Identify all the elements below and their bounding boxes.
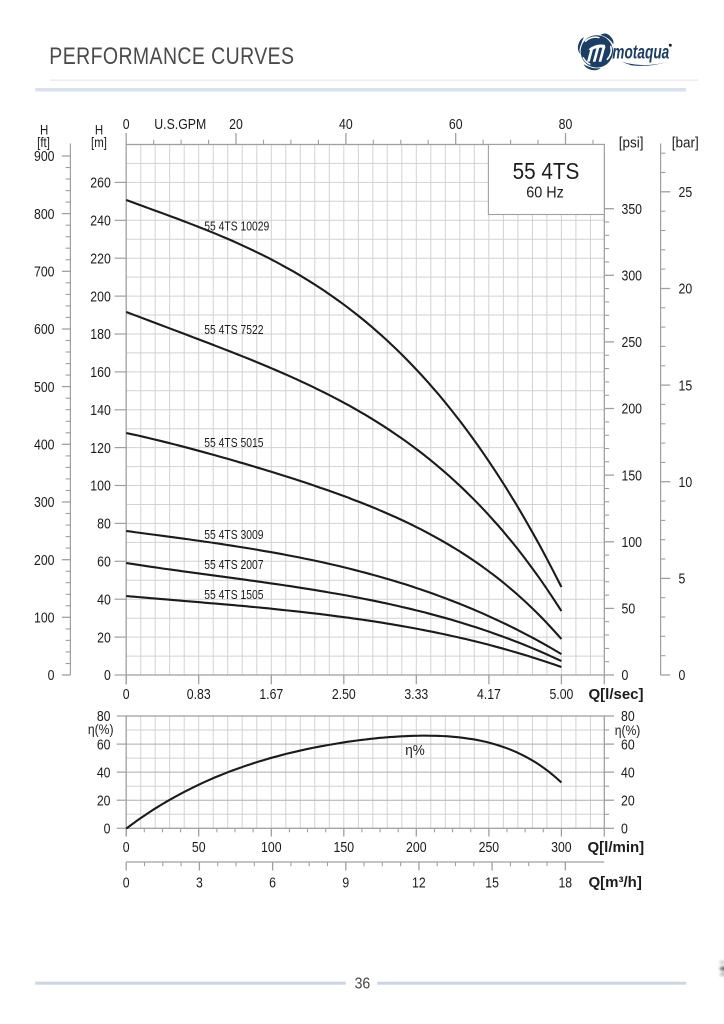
svg-text:20: 20 bbox=[229, 116, 243, 132]
svg-text:18: 18 bbox=[558, 874, 572, 890]
svg-text:150: 150 bbox=[334, 839, 355, 855]
svg-text:600: 600 bbox=[34, 321, 55, 337]
svg-text:400: 400 bbox=[34, 436, 55, 452]
svg-text:0: 0 bbox=[123, 874, 130, 890]
svg-text:200: 200 bbox=[406, 839, 427, 855]
svg-text:25: 25 bbox=[679, 184, 693, 200]
svg-text:3.33: 3.33 bbox=[404, 686, 428, 702]
svg-text:0: 0 bbox=[123, 686, 130, 702]
svg-text:motaqua: motaqua bbox=[612, 41, 669, 63]
svg-text:η%: η% bbox=[405, 742, 425, 759]
svg-text:[m]: [m] bbox=[91, 134, 107, 150]
svg-text:20: 20 bbox=[679, 281, 693, 297]
svg-text:0: 0 bbox=[622, 667, 629, 683]
svg-text:0: 0 bbox=[104, 667, 111, 683]
svg-text:100: 100 bbox=[34, 609, 55, 625]
svg-text:240: 240 bbox=[90, 212, 111, 228]
svg-text:0.83: 0.83 bbox=[187, 686, 211, 702]
svg-text:60: 60 bbox=[97, 553, 111, 569]
svg-text:0: 0 bbox=[104, 820, 111, 836]
svg-text:0: 0 bbox=[48, 667, 55, 683]
svg-text:[psi]: [psi] bbox=[619, 135, 644, 152]
svg-text:250: 250 bbox=[479, 839, 500, 855]
svg-text:40: 40 bbox=[97, 591, 111, 607]
svg-text:10: 10 bbox=[679, 474, 693, 490]
svg-text:0: 0 bbox=[621, 820, 628, 836]
svg-text:H: H bbox=[95, 121, 103, 137]
svg-text:40: 40 bbox=[339, 116, 353, 132]
svg-text:500: 500 bbox=[34, 379, 55, 395]
svg-text:60: 60 bbox=[621, 736, 635, 752]
svg-text:4.17: 4.17 bbox=[477, 686, 501, 702]
svg-text:260: 260 bbox=[90, 174, 111, 190]
svg-text:900: 900 bbox=[34, 148, 55, 164]
svg-text:η(%): η(%) bbox=[615, 722, 641, 738]
svg-text:80: 80 bbox=[97, 515, 111, 531]
svg-text:5.00: 5.00 bbox=[549, 686, 573, 702]
svg-text:300: 300 bbox=[622, 267, 643, 283]
svg-text:Q[m³/h]: Q[m³/h] bbox=[589, 874, 642, 891]
svg-text:200: 200 bbox=[622, 401, 643, 417]
svg-text:55 4TS 7522: 55 4TS 7522 bbox=[204, 324, 263, 337]
svg-text:80: 80 bbox=[559, 116, 573, 132]
svg-text:160: 160 bbox=[90, 364, 111, 380]
svg-text:40: 40 bbox=[621, 764, 635, 780]
svg-text:55 4TS 10029: 55 4TS 10029 bbox=[204, 221, 269, 234]
svg-text:120: 120 bbox=[90, 440, 111, 456]
svg-text:20: 20 bbox=[97, 629, 111, 645]
svg-text:36: 36 bbox=[355, 975, 371, 993]
svg-text:55 4TS 3009: 55 4TS 3009 bbox=[204, 529, 263, 542]
svg-text:3: 3 bbox=[196, 874, 203, 890]
svg-text:2.50: 2.50 bbox=[332, 686, 356, 702]
svg-text:100: 100 bbox=[90, 478, 111, 494]
svg-text:50: 50 bbox=[192, 839, 206, 855]
svg-text:55 4TS 2007: 55 4TS 2007 bbox=[204, 559, 263, 572]
svg-text:12: 12 bbox=[412, 874, 426, 890]
svg-text:55 4TS 5015: 55 4TS 5015 bbox=[204, 437, 263, 450]
svg-text:H: H bbox=[40, 121, 48, 137]
svg-text:60 Hz: 60 Hz bbox=[526, 184, 564, 202]
svg-text:6: 6 bbox=[269, 874, 276, 890]
svg-text:Q[l/sec]: Q[l/sec] bbox=[589, 686, 644, 703]
svg-text:800: 800 bbox=[34, 206, 55, 222]
svg-text:0: 0 bbox=[123, 116, 130, 132]
svg-text:350: 350 bbox=[622, 201, 643, 217]
svg-text:300: 300 bbox=[34, 494, 55, 510]
svg-text:50: 50 bbox=[622, 600, 636, 616]
svg-text:300: 300 bbox=[551, 839, 572, 855]
svg-text:250: 250 bbox=[622, 334, 643, 350]
svg-text:5: 5 bbox=[679, 570, 686, 586]
svg-text:20: 20 bbox=[621, 792, 635, 808]
svg-text:[bar]: [bar] bbox=[672, 135, 699, 152]
svg-text:0: 0 bbox=[679, 667, 686, 683]
svg-text:[ft]: [ft] bbox=[37, 134, 50, 150]
svg-text:200: 200 bbox=[90, 288, 111, 304]
svg-text:20: 20 bbox=[97, 792, 111, 808]
svg-text:180: 180 bbox=[90, 326, 111, 342]
svg-text:15: 15 bbox=[485, 874, 499, 890]
svg-text:140: 140 bbox=[90, 402, 111, 418]
svg-text:80: 80 bbox=[621, 708, 635, 724]
svg-text:40: 40 bbox=[97, 764, 111, 780]
svg-text:60: 60 bbox=[449, 116, 463, 132]
svg-text:100: 100 bbox=[261, 839, 282, 855]
svg-text:55 4TS: 55 4TS bbox=[513, 158, 580, 184]
svg-text:700: 700 bbox=[34, 263, 55, 279]
svg-text:100: 100 bbox=[622, 534, 643, 550]
svg-text:15: 15 bbox=[679, 377, 693, 393]
svg-text:1.67: 1.67 bbox=[259, 686, 283, 702]
svg-text:220: 220 bbox=[90, 250, 111, 266]
svg-text:150: 150 bbox=[622, 467, 643, 483]
svg-text:60: 60 bbox=[97, 736, 111, 752]
svg-text:η(%): η(%) bbox=[88, 721, 114, 737]
svg-text:55 4TS 1505: 55 4TS 1505 bbox=[204, 589, 263, 602]
svg-text:200: 200 bbox=[34, 552, 55, 568]
svg-text:0: 0 bbox=[123, 839, 130, 855]
svg-text:U.S.GPM: U.S.GPM bbox=[154, 116, 206, 132]
svg-text:Q[l/min]: Q[l/min] bbox=[588, 839, 645, 856]
svg-text:PERFORMANCE CURVES: PERFORMANCE CURVES bbox=[49, 42, 294, 70]
svg-text:80: 80 bbox=[97, 708, 111, 724]
svg-text:9: 9 bbox=[342, 874, 349, 890]
